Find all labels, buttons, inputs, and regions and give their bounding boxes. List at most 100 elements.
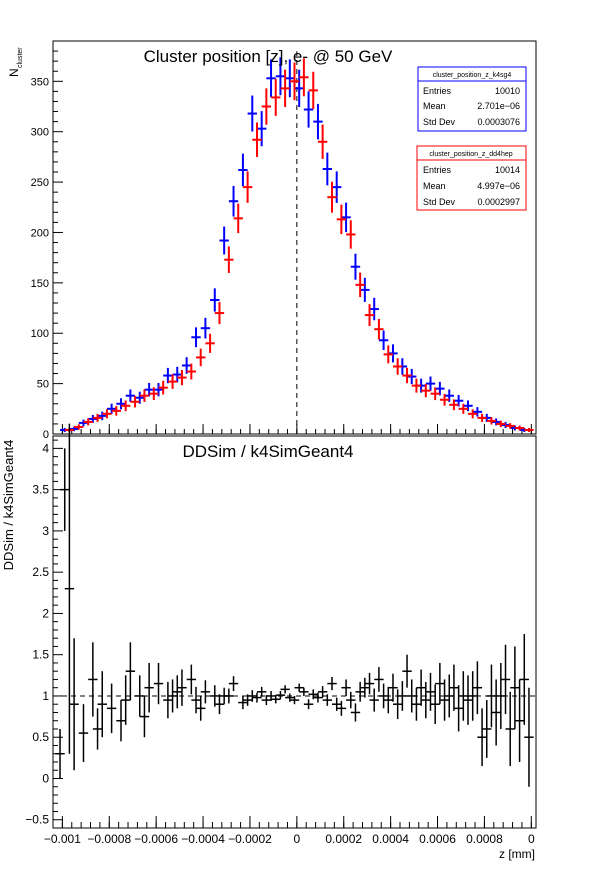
stats-box-k4sg4-mean-value: 2.701e−06 (477, 101, 520, 111)
stats-box-dd4hep-entries-value: 10014 (495, 165, 520, 175)
ratio-point (378, 683, 389, 709)
ratio-point (468, 671, 478, 721)
ratio-point (252, 692, 262, 703)
ratio-y-tick-label: 4 (42, 441, 49, 455)
data-point (261, 88, 272, 125)
ratio-point (374, 667, 384, 692)
x-tick-label: 0.0004 (372, 832, 409, 846)
ratio-y-tick-label: 3 (42, 524, 49, 538)
data-point (83, 418, 93, 426)
data-point (364, 304, 375, 327)
stats-box-dd4hep: cluster_position_z_dd4hep Entries 10014 … (416, 145, 527, 211)
data-point (186, 363, 197, 380)
ratio-panel: −0.500.511.522.533.54 −0.001 −0.0008 −0.00… (1, 423, 537, 861)
stats-box-k4sg4-entries-value: 10010 (495, 86, 520, 96)
top-y-axis-label: N cluster (7, 47, 24, 77)
ratio-point (458, 671, 469, 721)
ratio-y-tick-label: 1 (42, 689, 49, 703)
ratio-y-tick-label: 2 (42, 606, 49, 620)
data-point (472, 407, 483, 417)
x-tick-label: 0.0008 (466, 832, 503, 846)
ratio-point (313, 692, 323, 703)
top-y-axis-label-main: N (7, 68, 21, 77)
stats-box-dd4hep-mean-value: 4.997e−06 (477, 181, 520, 191)
data-point (505, 423, 515, 429)
ratio-point (78, 704, 89, 762)
ratio-point (228, 676, 239, 692)
ratio-point (256, 686, 267, 697)
ratio-point (421, 681, 431, 719)
top-y-tick-label: 150 (31, 278, 49, 290)
ratio-point (294, 683, 304, 692)
stats-box-k4sg4: cluster_position_z_k4sg4 Entries 10010 M… (417, 66, 527, 132)
data-point (233, 203, 243, 234)
data-point (120, 400, 131, 412)
top-y-tick-label: 50 (37, 379, 49, 391)
x-tick-label: 0 (294, 832, 301, 846)
ratio-point (336, 700, 347, 716)
ratio-point (167, 679, 178, 713)
ratio-point (355, 681, 365, 702)
x-tick-label: 0.0002 (325, 832, 362, 846)
ratio-point (144, 662, 154, 713)
ratio-point (280, 685, 290, 694)
top-y-tick-label: 100 (31, 328, 49, 340)
ratio-point (486, 664, 497, 728)
top-y-tick-label: 350 (31, 76, 49, 88)
ratio-point (116, 700, 126, 742)
x-tick-label: 0.0006 (419, 832, 456, 846)
data-point (149, 387, 159, 401)
ratio-point (397, 681, 408, 711)
data-point (242, 171, 253, 203)
data-point (177, 370, 187, 386)
data-point (214, 302, 225, 325)
ratio-point (350, 703, 361, 722)
stats-box-k4sg4-entries-label: Entries (423, 86, 452, 96)
ratio-point (510, 646, 520, 729)
data-point (167, 374, 178, 389)
data-point (477, 413, 487, 422)
data-point (355, 272, 365, 298)
data-point (224, 246, 234, 273)
data-point (303, 91, 314, 128)
ratio-point (482, 700, 492, 758)
data-point (111, 405, 121, 416)
data-point (411, 378, 422, 393)
ratio-point (299, 687, 309, 696)
ratio-point (346, 691, 356, 709)
data-point (106, 403, 117, 414)
data-point (341, 202, 351, 233)
data-point (252, 122, 262, 157)
data-point (407, 368, 417, 385)
ratio-point (60, 448, 70, 531)
data-point (313, 103, 323, 140)
data-point (125, 389, 136, 402)
ratio-point (435, 662, 445, 705)
data-point (280, 69, 290, 108)
data-point (289, 62, 300, 101)
stats-box-dd4hep-stddev-value: 0.0002997 (477, 197, 520, 207)
top-y-axis-label-sub: cluster (17, 47, 24, 68)
ratio-point (172, 675, 182, 709)
ratio-point (392, 689, 403, 720)
ratio-point (500, 644, 511, 715)
ratio-point (163, 681, 173, 719)
stats-box-dd4hep-title: cluster_position_z_dd4hep (429, 151, 512, 158)
top-x-axis (61, 424, 532, 434)
top-y-tick-label: 250 (31, 177, 49, 189)
data-point (449, 399, 459, 411)
ratio-point (200, 680, 211, 704)
top-y-tick-label: 200 (31, 227, 49, 239)
ratio-point (402, 654, 412, 688)
data-point (486, 417, 497, 425)
ratio-point (196, 695, 206, 721)
data-point (336, 204, 347, 235)
ratio-point (444, 674, 454, 718)
x-tick-label: −0.0002 (228, 832, 272, 846)
data-point (425, 376, 436, 391)
ratio-point (69, 638, 79, 771)
ratio-point (411, 687, 422, 721)
data-point (308, 71, 318, 109)
data-point (468, 409, 478, 419)
data-point (285, 59, 295, 98)
